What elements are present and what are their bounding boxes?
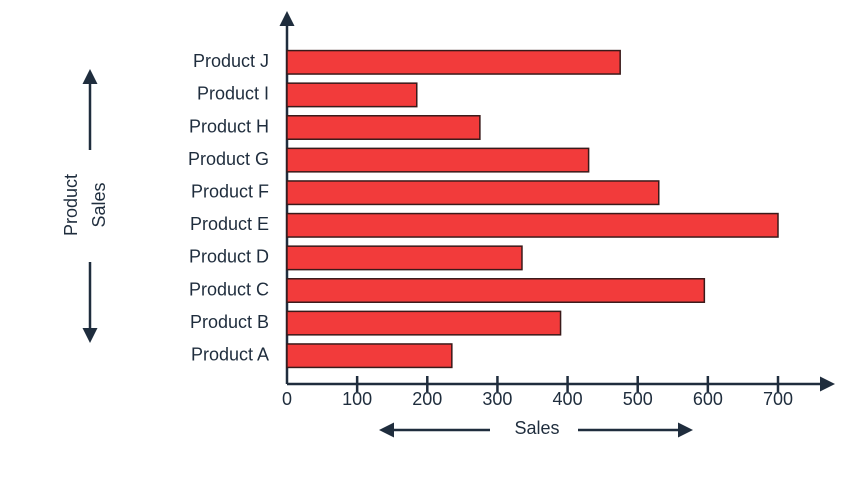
x-tick-label: 200 (412, 389, 442, 409)
x-tick-label: 700 (763, 389, 793, 409)
y-axis-label-line: Sales (89, 182, 109, 227)
y-axis-label: Product Sales (61, 174, 109, 236)
bar (286, 147, 590, 173)
x-tick-label: 500 (623, 389, 653, 409)
bar (286, 49, 621, 75)
x-tick-label: 600 (693, 389, 723, 409)
y-tick-label: Product B (190, 312, 269, 332)
x-tick-label: 0 (282, 389, 292, 409)
y-tick-label: Product E (190, 214, 269, 234)
y-tick-label: Product J (193, 51, 269, 71)
bar (286, 180, 660, 206)
bar (286, 278, 706, 303)
y-tick-label: Product G (188, 149, 269, 169)
x-tick-label: 100 (342, 389, 372, 409)
y-tick-label: Product A (191, 344, 269, 364)
bar (286, 310, 562, 336)
y-tick-label: Product H (189, 116, 269, 136)
bar (286, 245, 523, 271)
y-tick-label: Product D (189, 247, 269, 267)
bar (286, 212, 779, 238)
bar (286, 115, 481, 140)
y-tick-label: Product C (189, 279, 269, 299)
x-axis-label: Sales (514, 418, 559, 438)
y-axis-label-line: Product (61, 174, 81, 236)
x-tick-label: 300 (482, 389, 512, 409)
x-tick-label: 400 (553, 389, 583, 409)
y-tick-label: Product I (197, 84, 269, 104)
y-tick-label: Product F (191, 181, 269, 201)
bar (286, 343, 453, 369)
bar (286, 82, 418, 108)
